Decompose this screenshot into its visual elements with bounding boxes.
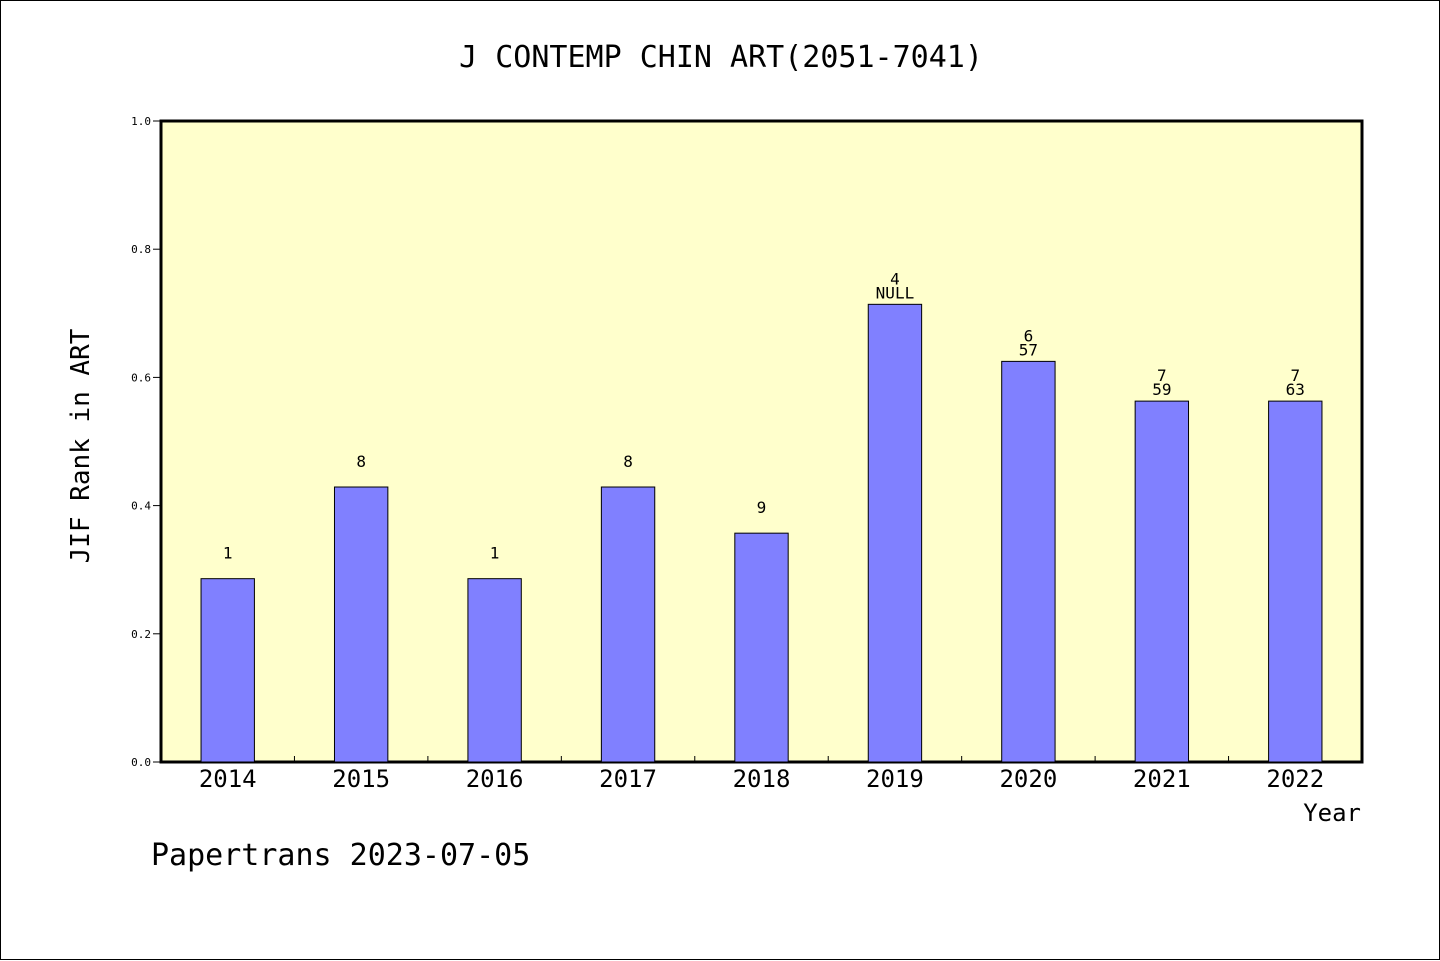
x-tick-label: 2017 — [599, 765, 657, 793]
bar-label-top: 7 — [1290, 366, 1300, 385]
y-tick-label: 0.0 — [131, 756, 151, 769]
y-tick-label: 0.4 — [131, 500, 151, 513]
y-tick-label: 0.8 — [131, 243, 151, 256]
y-axis: 0.0 0.2 0.4 0.6 0.8 1.0 — [131, 115, 161, 769]
y-tick-label: 0.2 — [131, 628, 151, 641]
x-tick-label: 2014 — [199, 765, 257, 793]
bar — [333, 486, 389, 763]
bar — [467, 578, 522, 763]
y-tick-label: 1.0 — [131, 115, 151, 128]
bar-label: 8 — [623, 452, 633, 471]
x-tick-label: 2020 — [999, 765, 1057, 793]
bar-label-top: 7 — [1157, 366, 1167, 385]
chart-title: J CONTEMP CHIN ART(2051-7041) — [459, 40, 983, 75]
bar — [600, 486, 656, 763]
x-axis-label: Year — [1303, 799, 1361, 827]
bar-label: 1 — [490, 544, 500, 563]
bar — [200, 578, 255, 763]
bar-label-top: 6 — [1024, 326, 1034, 345]
bar-label: 1 — [223, 544, 233, 563]
bars — [200, 303, 1323, 763]
y-axis-label: JIF Rank in ART — [66, 328, 96, 563]
x-tick-label: 2016 — [466, 765, 524, 793]
x-tick-label: 2019 — [866, 765, 924, 793]
bar — [1001, 360, 1056, 763]
bar — [867, 303, 923, 763]
bar — [734, 532, 789, 763]
bar-label-bottom: 59 — [1152, 380, 1171, 399]
x-tick-label: 2018 — [733, 765, 791, 793]
x-tick-label: 2022 — [1266, 765, 1324, 793]
bar-label-bottom: 57 — [1019, 340, 1038, 359]
bar-label: 9 — [757, 498, 767, 517]
bar-label-top: 4 — [890, 269, 900, 288]
bar-label-bottom: 63 — [1286, 380, 1305, 399]
bar — [1268, 400, 1323, 763]
bar-label: 8 — [356, 452, 366, 471]
x-axis: 2014 2015 2016 2017 2018 2019 2020 2021 2022 — [199, 756, 1324, 793]
x-tick-label: 2015 — [332, 765, 390, 793]
bar — [1134, 400, 1190, 763]
x-tick-label: 2021 — [1133, 765, 1191, 793]
footer-credit: Papertrans 2023-07-05 — [151, 838, 530, 873]
bar-label-bottom: NULL — [876, 283, 915, 302]
y-tick-label: 0.6 — [131, 371, 151, 384]
